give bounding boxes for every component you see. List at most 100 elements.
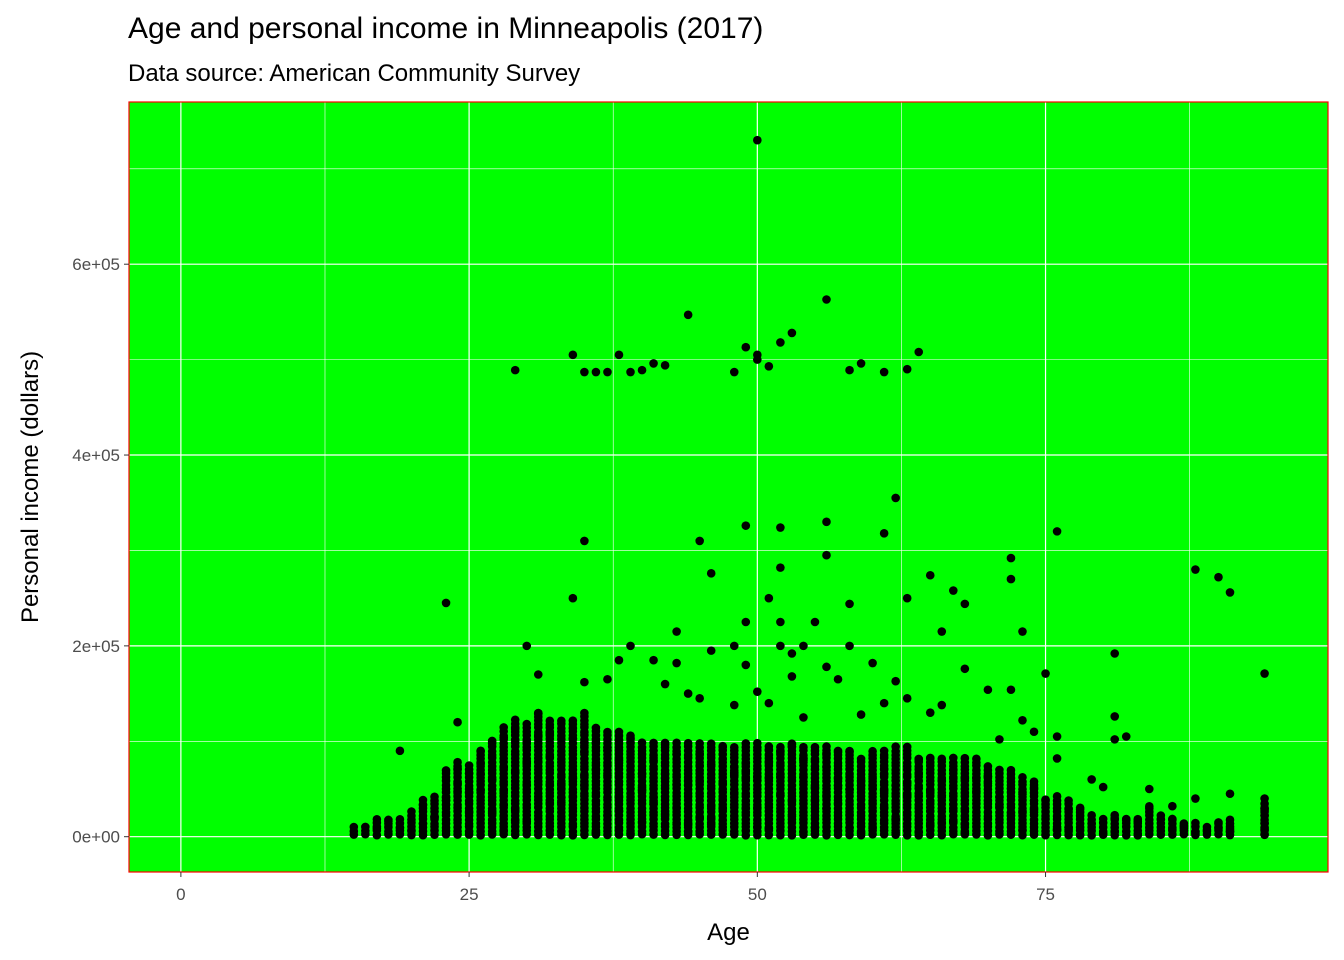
data-point: [776, 641, 785, 651]
data-point: [937, 627, 947, 636]
data-point: [902, 593, 912, 603]
data-point: [891, 780, 900, 790]
data-point: [453, 764, 462, 774]
data-point: [1145, 802, 1154, 811]
data-point: [533, 709, 543, 718]
data-point: [1018, 715, 1027, 725]
data-point: [891, 814, 900, 824]
data-point: [902, 778, 912, 788]
data-point: [453, 757, 462, 767]
data-point: [983, 762, 993, 771]
data-point: [729, 641, 739, 651]
data-point: [695, 761, 704, 771]
data-point: [810, 830, 820, 839]
data-point: [995, 765, 1004, 775]
data-point: [453, 786, 462, 796]
y-tick-label: 4e+05: [72, 446, 120, 465]
data-point: [925, 753, 935, 763]
data-point: [868, 774, 877, 784]
data-point: [683, 738, 693, 748]
data-point: [545, 716, 555, 726]
data-point: [591, 827, 601, 837]
data-point: [649, 359, 658, 368]
data-point: [764, 756, 774, 766]
data-point: [695, 536, 704, 546]
y-tick-label: 0e+00: [72, 828, 120, 847]
data-point: [649, 793, 658, 803]
data-point: [753, 776, 762, 785]
data-point: [510, 815, 520, 825]
data-point: [1052, 527, 1062, 536]
data-point: [1018, 808, 1027, 818]
data-point: [856, 780, 866, 790]
data-point: [522, 641, 532, 651]
data-point: [1214, 818, 1223, 827]
data-point: [1052, 732, 1062, 741]
data-point: [614, 655, 624, 665]
data-point: [833, 774, 843, 784]
data-point: [1006, 553, 1016, 563]
plot-panel: [129, 102, 1328, 872]
data-point: [753, 822, 762, 832]
data-point: [879, 698, 889, 708]
data-point: [1110, 712, 1120, 721]
data-point: [810, 617, 820, 627]
y-axis: 0e+00 2e+05 4e+05 6e+05: [72, 255, 129, 847]
data-point: [776, 790, 785, 800]
data-point: [626, 367, 635, 377]
data-point: [568, 350, 578, 360]
data-point: [960, 753, 970, 763]
data-point: [868, 746, 877, 756]
data-point: [1191, 565, 1200, 574]
data-point: [372, 824, 382, 833]
data-point: [591, 764, 601, 774]
data-point: [660, 740, 670, 749]
data-point: [626, 829, 635, 838]
data-point: [960, 664, 970, 674]
data-point: [764, 698, 774, 708]
data-point: [960, 599, 970, 609]
data-point: [1191, 794, 1200, 803]
data-point: [937, 791, 947, 800]
data-point: [729, 367, 739, 377]
data-point: [649, 655, 658, 665]
data-point: [764, 824, 774, 833]
data-point: [891, 742, 900, 751]
data-point: [510, 715, 520, 725]
data-point: [487, 806, 497, 816]
data-point: [753, 135, 762, 145]
data-point: [441, 766, 451, 775]
data-point: [822, 742, 831, 751]
data-point: [1064, 796, 1073, 805]
data-point: [879, 528, 889, 538]
data-point: [476, 785, 485, 795]
data-point: [706, 569, 716, 578]
data-point: [1006, 574, 1016, 584]
data-point: [949, 586, 958, 595]
data-point: [453, 717, 462, 727]
data-point: [822, 517, 831, 527]
data-point: [591, 367, 601, 377]
data-point: [591, 738, 601, 747]
data-point: [799, 641, 808, 651]
data-point: [361, 822, 370, 832]
data-point: [626, 641, 635, 651]
data-point: [499, 825, 508, 835]
data-point: [1052, 754, 1062, 763]
data-point: [741, 660, 751, 670]
data-point: [741, 521, 751, 530]
y-tick-label: 6e+05: [72, 255, 120, 274]
data-point: [407, 825, 416, 835]
data-point: [603, 674, 612, 684]
data-point: [925, 570, 935, 580]
data-point: [833, 798, 843, 808]
data-point: [822, 662, 831, 672]
data-point: [603, 727, 612, 737]
data-point: [510, 767, 520, 777]
data-point: [810, 742, 820, 752]
data-point: [672, 804, 681, 813]
data-point: [683, 820, 693, 830]
data-point: [914, 827, 924, 837]
data-point: [603, 367, 612, 377]
data-point: [753, 804, 762, 814]
